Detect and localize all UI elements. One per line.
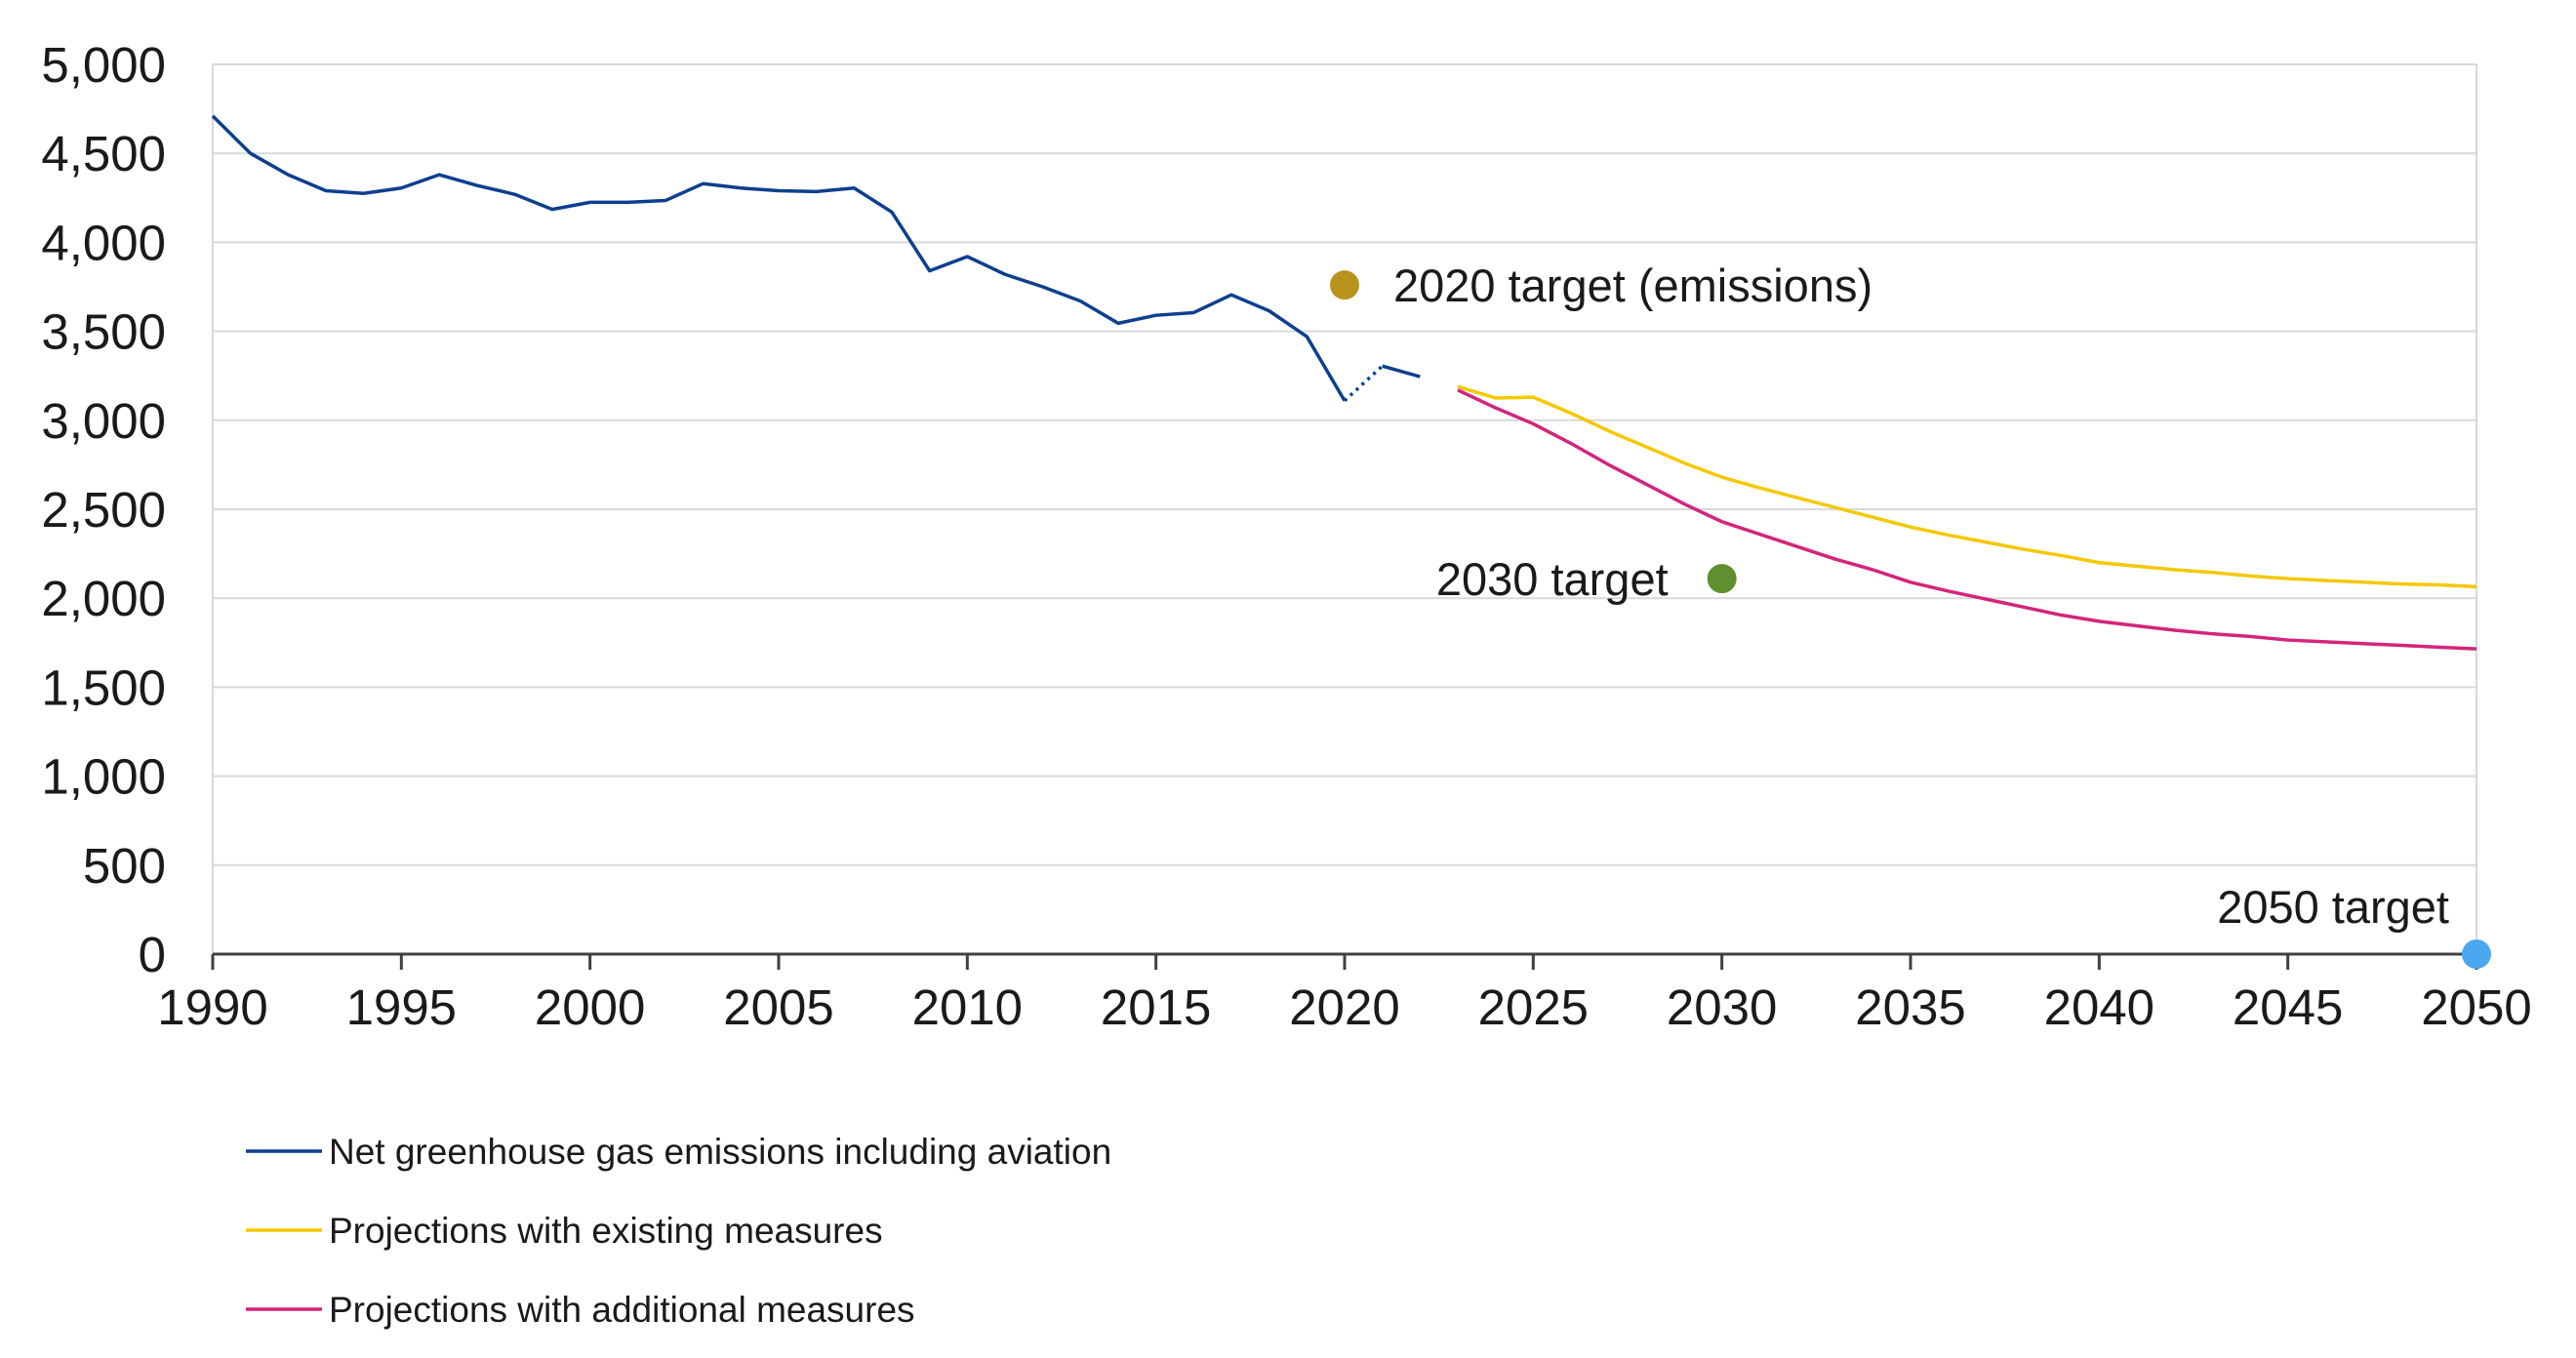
y-tick-label: 5,000: [41, 37, 166, 93]
y-tick-label: 0: [139, 927, 166, 982]
grid-lines: [212, 63, 2477, 955]
x-tick-label: 2025: [1478, 979, 1589, 1035]
target-label: 2050 target: [2217, 881, 2449, 933]
x-tick-label: 2030: [1667, 979, 1777, 1035]
y-tick-label: 4,500: [41, 126, 166, 181]
series-line-net-emissions-recent: [1382, 364, 1421, 379]
x-tick-label: 1995: [346, 979, 457, 1035]
x-tick-label: 1990: [157, 979, 267, 1035]
x-tick-label: 2040: [2044, 979, 2154, 1035]
y-tick-label: 4,000: [41, 215, 166, 270]
target-marker: [1707, 564, 1737, 594]
x-tick-label: 2000: [535, 979, 645, 1035]
y-tick-label: 2,500: [41, 482, 166, 538]
y-tick-label: 2,000: [41, 571, 166, 626]
x-tick-label: 2050: [2421, 979, 2531, 1035]
y-tick-label: 1,000: [41, 749, 166, 805]
x-tick-label: 2045: [2233, 979, 2343, 1035]
series-lines: [211, 114, 2477, 651]
y-tick-label: 3,500: [41, 304, 166, 360]
y-tick-label: 1,500: [41, 659, 166, 715]
x-tick-label: 2005: [723, 979, 833, 1035]
series-line-net-emissions: [211, 114, 1347, 402]
target-markers: 2020 target (emissions) 2030 target 2050 t…: [1330, 260, 2491, 969]
x-tick-label: 2015: [1101, 979, 1211, 1035]
target-marker: [2462, 939, 2491, 969]
series-line-net-emissions-dotted: [1343, 364, 1384, 403]
y-tick-label: 500: [83, 838, 166, 894]
y-tick-label: 3,000: [41, 393, 166, 449]
x-tick-label: 2035: [1855, 979, 1965, 1035]
x-tick-label: 2010: [912, 979, 1023, 1035]
legend-label: Projections with additional measures: [329, 1290, 915, 1330]
x-tick-label: 2020: [1289, 979, 1399, 1035]
target-marker: [1330, 270, 1359, 300]
axes: 0 500 1,000 1,500 2,000 2,500 3,000 3,500 4,000 4…: [41, 37, 2531, 1035]
target-label: 2020 target (emissions): [1393, 260, 1872, 311]
legend: Net greenhouse gas emissions including a…: [246, 1132, 1111, 1330]
series-line-additional-measures: [1457, 388, 2477, 651]
target-label: 2030 target: [1436, 553, 1669, 605]
legend-label: Projections with existing measures: [329, 1211, 883, 1251]
series-line-existing-measures: [1457, 384, 2477, 589]
legend-label: Net greenhouse gas emissions including a…: [329, 1132, 1111, 1172]
